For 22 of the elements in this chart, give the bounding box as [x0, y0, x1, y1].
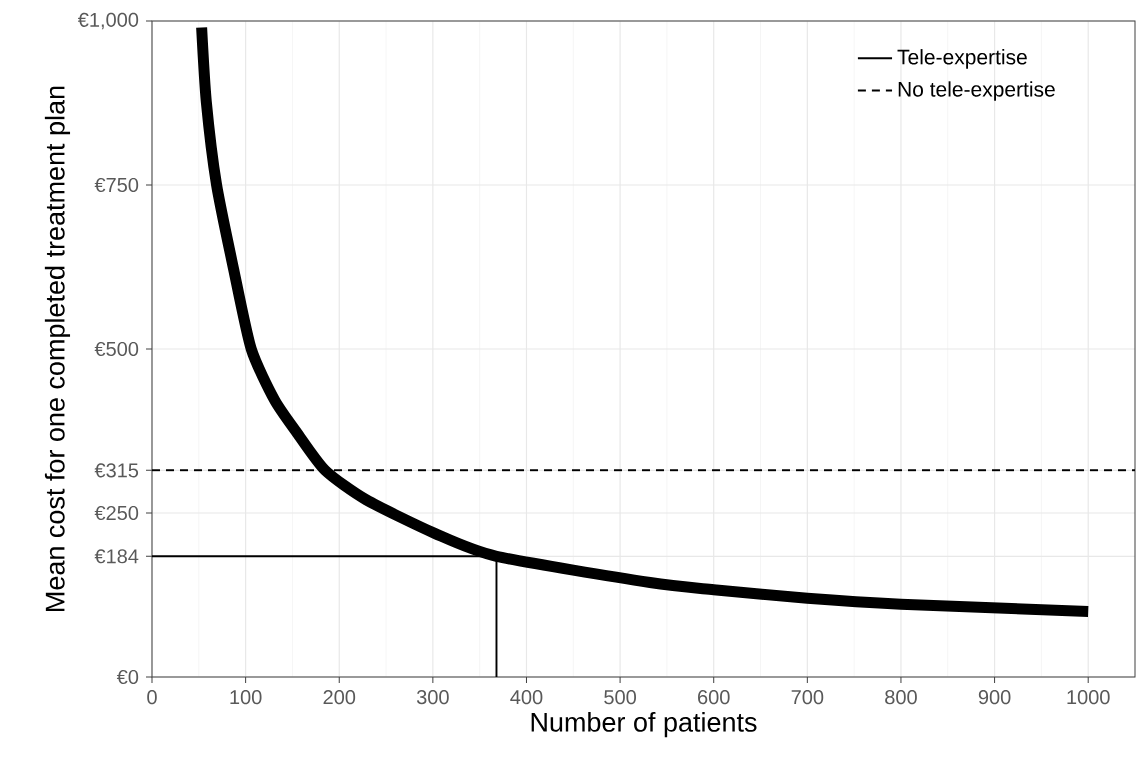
- y-tick-label: €750: [94, 177, 139, 193]
- x-tick-label: 500: [604, 690, 636, 705]
- y-tick-label: €500: [94, 341, 139, 357]
- x-tick-label: 300: [416, 690, 449, 705]
- y-tick-label: €1,000: [77, 12, 139, 30]
- y-tick-label: €250: [94, 505, 139, 521]
- legend-label: Tele-expertise: [897, 49, 1027, 69]
- x-tick-label: 600: [698, 690, 730, 705]
- y-tick-label: €0: [116, 669, 139, 685]
- legend-label: No tele-expertise: [898, 81, 1055, 101]
- y-tick-label: €184: [94, 549, 139, 564]
- x-tick-label: 900: [978, 690, 1011, 705]
- x-tick-label: 800: [885, 690, 917, 705]
- x-axis-title: Number of patients: [531, 711, 757, 738]
- y-tick-label: €315: [94, 463, 139, 478]
- x-tick-label: 0: [147, 690, 157, 705]
- x-tick-label: 700: [791, 690, 824, 705]
- x-tick-label: 100: [230, 690, 262, 705]
- x-tick-label: 1000: [1067, 690, 1110, 705]
- x-tick-label: 400: [510, 690, 543, 705]
- x-tick-label: 200: [323, 690, 356, 705]
- y-axis-title: Mean cost for one completed treatment plan: [44, 86, 71, 611]
